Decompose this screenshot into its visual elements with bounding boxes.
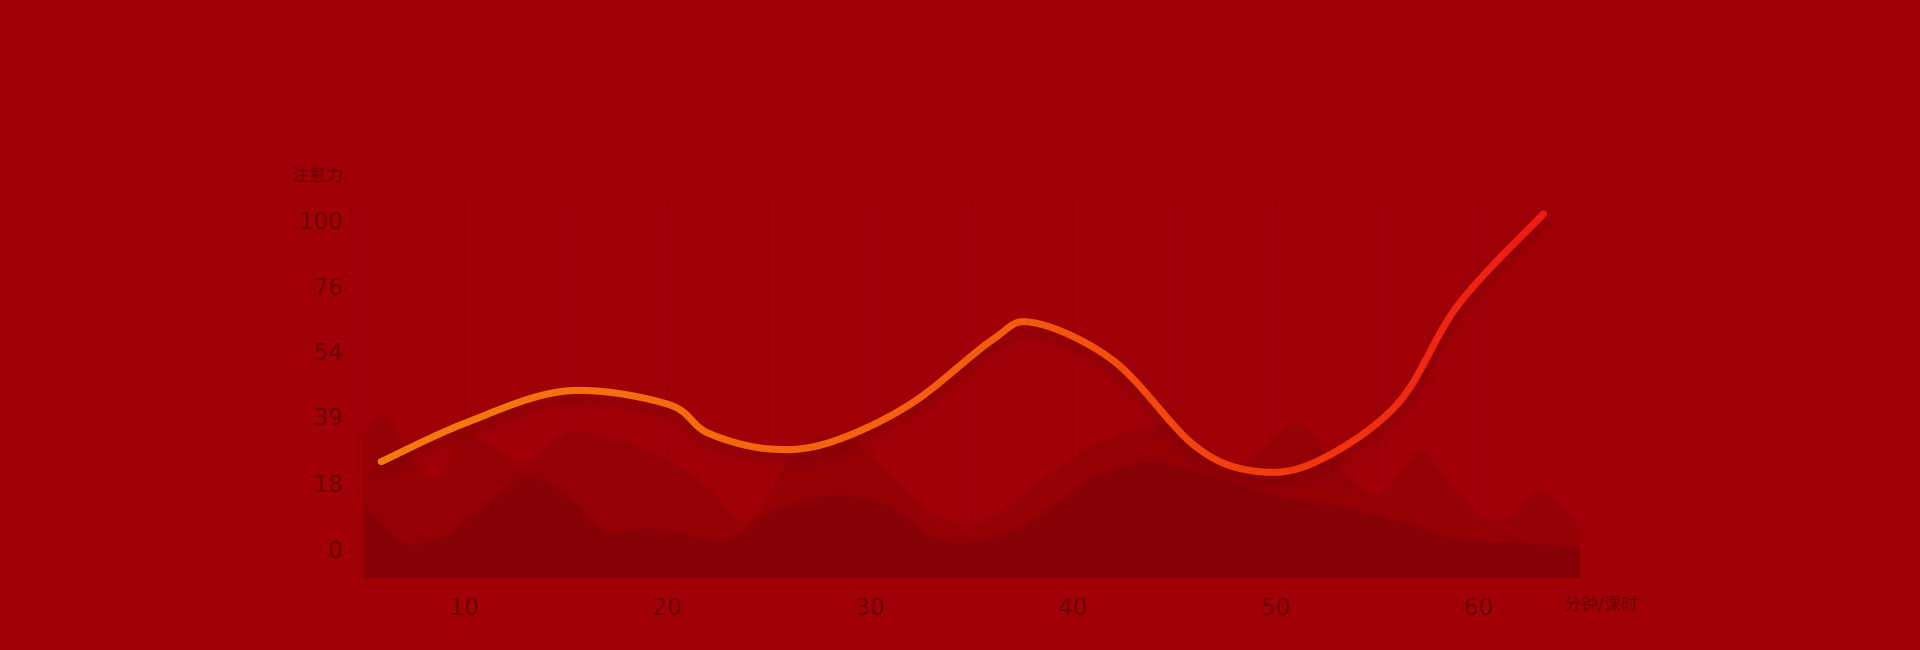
x-tick-label: 20 xyxy=(653,595,682,621)
y-tick-label: 54 xyxy=(314,340,343,366)
x-tick-label: 60 xyxy=(1464,595,1493,621)
y-tick-label: 0 xyxy=(328,538,343,564)
series-line-layer xyxy=(377,210,1547,476)
y-axis-title: 注意力 xyxy=(292,166,343,186)
y-tick-label: 39 xyxy=(314,405,343,431)
y-tick-label: 76 xyxy=(314,275,343,301)
x-tick-label: 50 xyxy=(1261,595,1290,621)
x-axis-title: 分钟/课时 xyxy=(1564,595,1638,615)
attention-series-line-0 xyxy=(377,210,1547,476)
x-tick-label: 30 xyxy=(855,595,884,621)
x-tick-label: 10 xyxy=(450,595,479,621)
tick-label-layer: 100 76 54 39 18 0 10 20 30 40 50 60 xyxy=(299,209,1493,621)
background-area-1 xyxy=(363,461,1580,578)
y-tick-label: 100 xyxy=(299,209,343,235)
background-area-layer xyxy=(363,412,1580,578)
y-tick-label: 18 xyxy=(314,472,343,498)
x-tick-label: 40 xyxy=(1058,595,1087,621)
